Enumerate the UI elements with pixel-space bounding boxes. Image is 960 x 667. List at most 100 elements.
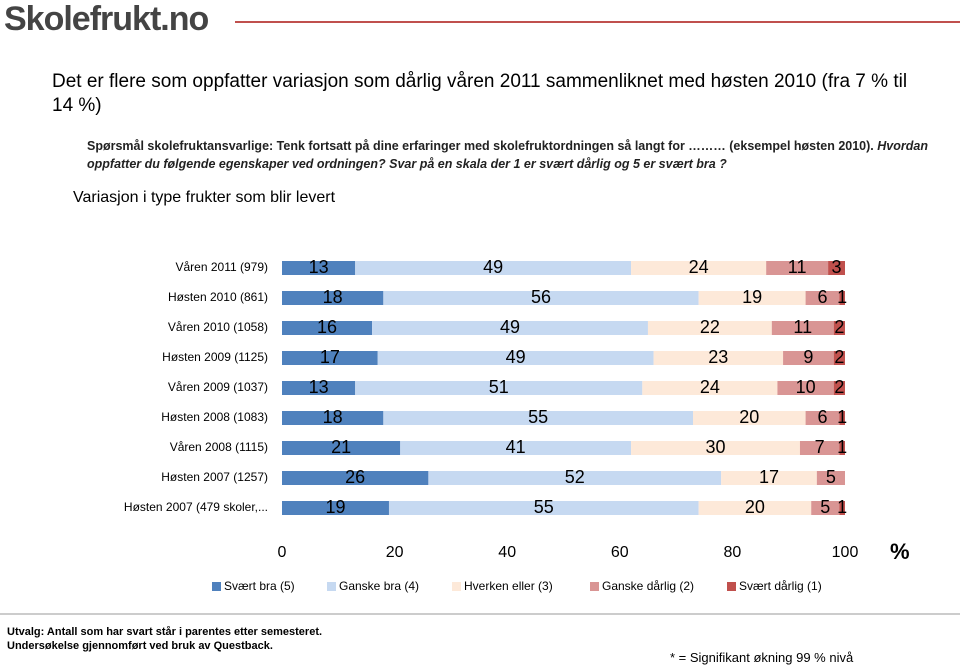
value-label: 24 <box>700 377 720 397</box>
value-label: 10 <box>796 377 816 397</box>
bar-segment <box>828 261 845 275</box>
value-label: 2 <box>834 317 844 337</box>
category-label: Våren 2009 (1037) <box>168 380 268 394</box>
question: Spørsmål skolefruktansvarlige: Tenk fort… <box>87 137 947 173</box>
bar-segment <box>839 441 845 455</box>
bar-segment <box>631 441 800 455</box>
bar-segment <box>811 501 840 515</box>
legend-swatch <box>452 582 461 591</box>
x-tick-label: 0 <box>278 544 287 561</box>
category-label: Høsten 2007 (479 skoler,... <box>124 500 268 514</box>
bar-segment <box>631 261 767 275</box>
bar-segment <box>282 381 356 395</box>
value-label: 21 <box>331 437 351 457</box>
bar-segment <box>692 411 806 425</box>
category-label: Våren 2011 (979) <box>175 260 268 274</box>
bar-segment <box>282 291 384 305</box>
value-label: 55 <box>534 497 554 517</box>
bar-segment <box>355 381 643 395</box>
x-tick-label: 80 <box>724 544 742 561</box>
legend-swatch <box>212 582 221 591</box>
bar-segment <box>833 381 845 395</box>
legend-label: Hverken eller (3) <box>464 579 553 593</box>
legend-label: Ganske bra (4) <box>339 579 419 593</box>
value-label: 49 <box>506 347 526 367</box>
bar-segment <box>833 321 845 335</box>
value-label: 20 <box>739 407 759 427</box>
bar-segment <box>383 411 693 425</box>
bar-segment <box>383 291 699 305</box>
value-label: 20 <box>745 497 765 517</box>
footer-sample: Utvalg: Antall som har svart står i pare… <box>7 626 323 638</box>
value-label: 22 <box>700 317 720 337</box>
value-label: 19 <box>742 287 762 307</box>
value-label: 11 <box>788 257 807 277</box>
category-label: Høsten 2008 (1083) <box>161 410 268 424</box>
bar-segment <box>839 501 845 515</box>
x-tick-label: 20 <box>386 544 404 561</box>
value-label: 56 <box>531 287 551 307</box>
bar-segment <box>388 501 699 515</box>
bar-segment <box>766 261 829 275</box>
bar-segment <box>282 501 389 515</box>
bar-segment <box>839 411 845 425</box>
bar-segment <box>816 471 845 485</box>
value-label: 1 <box>837 437 847 457</box>
value-label: 5 <box>820 497 830 517</box>
bar-segment <box>282 441 401 455</box>
bar-segment <box>282 261 356 275</box>
category-label: Høsten 2007 (1257) <box>161 470 268 484</box>
bar-segment <box>839 291 845 305</box>
value-label: 7 <box>815 437 825 457</box>
value-label: 18 <box>323 407 343 427</box>
value-label: 51 <box>489 377 509 397</box>
legend-swatch <box>327 582 336 591</box>
value-label: 30 <box>705 437 725 457</box>
value-label: 55 <box>528 407 548 427</box>
bar-segment <box>653 351 784 365</box>
value-label: 11 <box>793 317 812 337</box>
bar-segment <box>783 351 834 365</box>
bar-segment <box>833 351 845 365</box>
bar-segment <box>372 321 648 335</box>
chart-title: Variasjon i type frukter som blir levert <box>73 189 336 206</box>
value-label: 6 <box>817 287 827 307</box>
x-tick-label: 60 <box>611 544 629 561</box>
bar-segment <box>698 501 812 515</box>
bar-segment <box>642 381 778 395</box>
value-label: 16 <box>317 317 337 337</box>
bar-segment <box>647 321 772 335</box>
legend-swatch <box>727 582 736 591</box>
value-label: 6 <box>817 407 827 427</box>
bar-segment <box>282 471 429 485</box>
x-tick-label: 100 <box>832 544 859 561</box>
value-label: 5 <box>826 467 836 487</box>
category-label: Høsten 2010 (861) <box>168 290 268 304</box>
value-label: 52 <box>565 467 585 487</box>
value-label: 19 <box>325 497 345 517</box>
logo: Skolefrukt.no <box>4 0 209 38</box>
question-lead: Spørsmål skolefruktansvarlige: Tenk fort… <box>87 139 874 153</box>
bar-segment <box>805 411 840 425</box>
bar-segment <box>282 411 384 425</box>
bar-segment <box>771 321 834 335</box>
value-label: 13 <box>309 257 329 277</box>
category-label: Våren 2010 (1058) <box>168 320 268 334</box>
value-label: 41 <box>506 437 526 457</box>
value-label: 13 <box>309 377 329 397</box>
value-label: 17 <box>759 467 779 487</box>
value-label: 9 <box>803 347 813 367</box>
legend-label: Svært dårlig (1) <box>739 579 822 593</box>
value-label: 23 <box>708 347 728 367</box>
bar-segment <box>400 441 632 455</box>
x-axis-label: % <box>890 539 910 564</box>
bar-segment <box>721 471 817 485</box>
bar-segment <box>377 351 654 365</box>
bar-segment <box>777 381 834 395</box>
footer-note: * = Signifikant økning 99 % nivå <box>670 650 854 665</box>
value-label: 26 <box>345 467 365 487</box>
value-label: 1 <box>837 497 847 517</box>
value-label: 17 <box>320 347 340 367</box>
